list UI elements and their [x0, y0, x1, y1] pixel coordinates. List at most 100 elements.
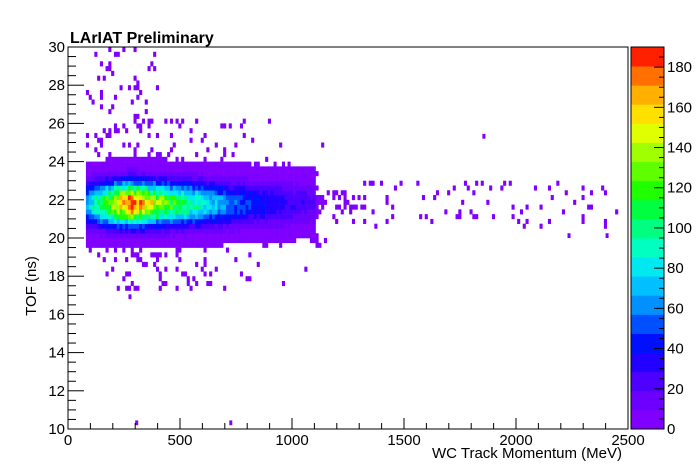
heatmap-cell	[169, 180, 174, 186]
heatmap-cell	[281, 218, 286, 224]
heatmap-cell	[178, 218, 182, 224]
heatmap-cell	[231, 209, 235, 215]
heatmap-cell	[211, 209, 216, 215]
heatmap-cell	[97, 242, 101, 248]
heatmap-cell	[307, 204, 311, 210]
heatmap-cell	[340, 209, 344, 215]
heatmap-cell	[304, 195, 308, 201]
heatmap-cell	[155, 85, 160, 91]
heatmap-cell	[155, 185, 160, 191]
heatmap-cell	[239, 209, 244, 215]
heatmap-cell	[175, 228, 179, 234]
heatmap-cell	[141, 238, 146, 244]
heatmap-cell	[111, 238, 115, 244]
heatmap-cell	[435, 190, 440, 196]
heatmap-cell	[172, 214, 176, 220]
heatmap-cell	[119, 85, 123, 91]
heatmap-cell	[164, 185, 168, 191]
heatmap-cell	[270, 175, 274, 181]
heatmap-cell	[150, 190, 154, 196]
heatmap-cell	[108, 132, 112, 139]
heatmap-cell	[295, 180, 300, 186]
heatmap-cell	[276, 228, 280, 234]
heatmap-cell	[197, 218, 202, 224]
heatmap-cell	[290, 199, 294, 205]
heatmap-cell	[295, 166, 300, 172]
heatmap-cell	[225, 199, 230, 205]
heatmap-cell	[155, 152, 160, 158]
heatmap-cell	[122, 175, 126, 181]
heatmap-cell	[237, 195, 241, 201]
heatmap-cell	[270, 218, 274, 224]
heatmap-cell	[113, 166, 118, 172]
heatmap-cell	[281, 166, 286, 172]
heatmap-cell	[172, 161, 176, 167]
heatmap-cell	[153, 242, 157, 248]
heatmap-cell	[259, 166, 263, 172]
heatmap-cell	[136, 175, 140, 181]
heatmap-cell	[265, 214, 269, 220]
heatmap-cell	[158, 238, 162, 244]
heatmap-cell	[237, 199, 241, 205]
heatmap-cell	[318, 199, 322, 205]
heatmap-cell	[511, 214, 515, 220]
heatmap-cell	[452, 185, 456, 191]
heatmap-cell	[164, 156, 168, 162]
heatmap-cell	[164, 190, 168, 196]
heatmap-cell	[183, 166, 188, 172]
heatmap-cell	[239, 228, 244, 234]
heatmap-cell	[130, 190, 134, 196]
heatmap-cell	[153, 195, 157, 201]
heatmap-cell	[251, 238, 255, 244]
heatmap-cell	[267, 175, 272, 181]
heatmap-cell	[237, 175, 241, 181]
heatmap-cell	[133, 166, 137, 172]
heatmap-cell	[147, 161, 151, 167]
heatmap-cell	[130, 238, 134, 244]
heatmap-cell	[192, 195, 196, 201]
heatmap-cell	[122, 161, 126, 167]
heatmap-cell	[309, 166, 314, 172]
heatmap-cell	[186, 175, 190, 181]
heatmap-cell	[276, 233, 280, 239]
heatmap-cell	[85, 214, 90, 220]
heatmap-cell	[284, 209, 288, 215]
heatmap-cell	[125, 214, 129, 220]
heatmap-cell	[144, 204, 148, 210]
heatmap-cell	[253, 171, 258, 177]
heatmap-cell	[102, 242, 106, 248]
heatmap-cell	[256, 233, 260, 239]
heatmap-cell	[102, 214, 106, 220]
heatmap-cell	[337, 195, 342, 201]
heatmap-cell	[217, 223, 221, 229]
heatmap-cell	[139, 180, 143, 186]
heatmap-cell	[223, 152, 227, 158]
heatmap-cell	[153, 161, 157, 167]
heatmap-cell	[228, 238, 232, 244]
heatmap-cell	[351, 218, 356, 224]
heatmap-cell	[231, 218, 235, 224]
heatmap-cell	[155, 180, 160, 186]
heatmap-cell	[203, 166, 207, 172]
heatmap-cell	[206, 190, 210, 196]
heatmap-cell	[125, 228, 129, 234]
heatmap-cell	[136, 156, 140, 162]
heatmap-cell	[265, 175, 269, 181]
heatmap-cell	[91, 209, 95, 215]
heatmap-cell	[119, 185, 123, 191]
heatmap-cell	[111, 161, 115, 167]
heatmap-cell	[307, 209, 311, 215]
heatmap-cell	[125, 285, 129, 291]
heatmap-cell	[242, 166, 246, 172]
heatmap-cell	[130, 228, 134, 234]
heatmap-cell	[105, 180, 109, 186]
heatmap-cell	[169, 233, 174, 239]
heatmap-cell	[192, 204, 196, 210]
heatmap-cell	[195, 185, 199, 191]
heatmap-cell	[245, 195, 249, 201]
heatmap-cell	[153, 51, 157, 57]
heatmap-cell	[91, 99, 95, 105]
heatmap-cell	[125, 128, 129, 134]
heatmap-cell	[223, 209, 227, 215]
heatmap-cell	[127, 185, 132, 191]
